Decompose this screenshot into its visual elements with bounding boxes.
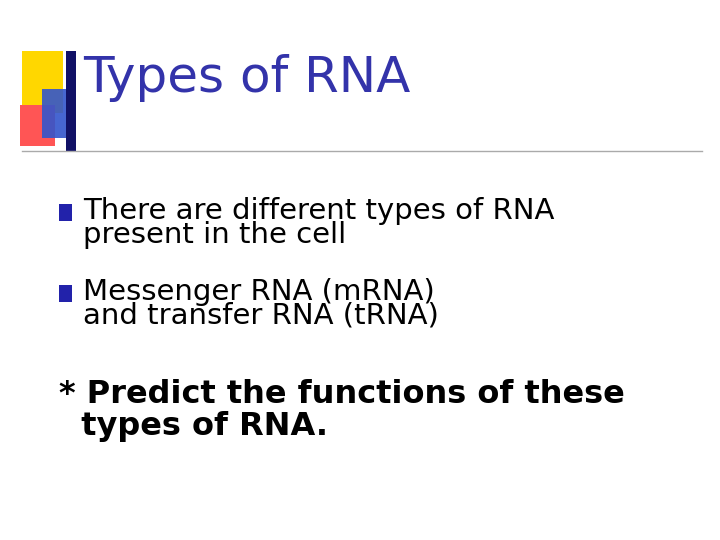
FancyBboxPatch shape xyxy=(59,285,72,302)
FancyBboxPatch shape xyxy=(59,204,72,221)
FancyBboxPatch shape xyxy=(22,51,63,113)
Text: types of RNA.: types of RNA. xyxy=(59,411,328,442)
Text: There are different types of RNA: There are different types of RNA xyxy=(83,197,554,225)
Text: Types of RNA: Types of RNA xyxy=(83,55,410,102)
Text: * Predict the functions of these: * Predict the functions of these xyxy=(59,379,625,410)
Text: present in the cell: present in the cell xyxy=(83,221,346,249)
FancyBboxPatch shape xyxy=(66,51,76,151)
FancyBboxPatch shape xyxy=(42,89,76,138)
Text: Messenger RNA (mRNA): Messenger RNA (mRNA) xyxy=(83,278,435,306)
Text: and transfer RNA (tRNA): and transfer RNA (tRNA) xyxy=(83,302,438,330)
FancyBboxPatch shape xyxy=(20,105,55,146)
